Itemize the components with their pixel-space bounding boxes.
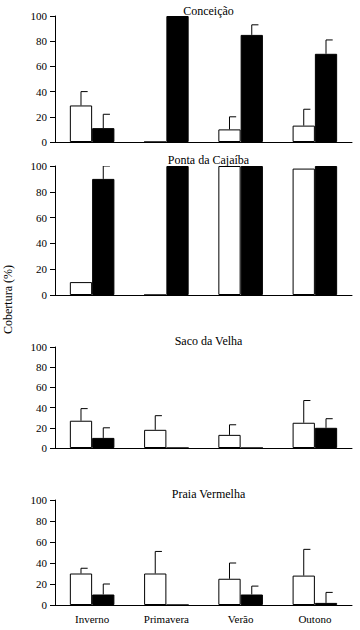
svg-text:0: 0 bbox=[42, 442, 48, 454]
svg-text:Primavera: Primavera bbox=[144, 613, 189, 625]
svg-text:Ponta da Cajaíba: Ponta da Cajaíba bbox=[168, 153, 250, 167]
svg-text:60: 60 bbox=[36, 536, 48, 548]
svg-text:60: 60 bbox=[36, 381, 48, 393]
svg-text:80: 80 bbox=[36, 361, 48, 373]
svg-text:0: 0 bbox=[42, 599, 48, 611]
svg-text:Cobertura (%): Cobertura (%) bbox=[1, 265, 15, 334]
svg-text:80: 80 bbox=[36, 515, 48, 527]
svg-text:Inverno: Inverno bbox=[75, 613, 110, 625]
svg-text:60: 60 bbox=[36, 60, 48, 72]
svg-text:20: 20 bbox=[36, 422, 48, 434]
svg-text:80: 80 bbox=[36, 186, 48, 198]
svg-text:0: 0 bbox=[42, 289, 48, 301]
svg-text:20: 20 bbox=[36, 111, 48, 123]
svg-text:80: 80 bbox=[36, 35, 48, 47]
svg-text:40: 40 bbox=[36, 402, 48, 414]
svg-text:100: 100 bbox=[31, 160, 48, 172]
svg-text:40: 40 bbox=[36, 86, 48, 98]
svg-text:20: 20 bbox=[36, 578, 48, 590]
svg-text:Verão: Verão bbox=[228, 613, 254, 625]
svg-text:40: 40 bbox=[36, 557, 48, 569]
svg-text:Outono: Outono bbox=[298, 613, 332, 625]
svg-text:20: 20 bbox=[36, 263, 48, 275]
svg-text:100: 100 bbox=[31, 10, 48, 22]
svg-text:100: 100 bbox=[31, 341, 48, 353]
svg-text:Saco da Velha: Saco da Velha bbox=[175, 334, 243, 348]
svg-text:Praia Vermelha: Praia Vermelha bbox=[172, 487, 246, 501]
svg-text:100: 100 bbox=[31, 494, 48, 506]
svg-text:60: 60 bbox=[36, 212, 48, 224]
svg-text:40: 40 bbox=[36, 237, 48, 249]
svg-text:0: 0 bbox=[42, 136, 48, 148]
svg-text:Conceição: Conceição bbox=[183, 4, 234, 18]
